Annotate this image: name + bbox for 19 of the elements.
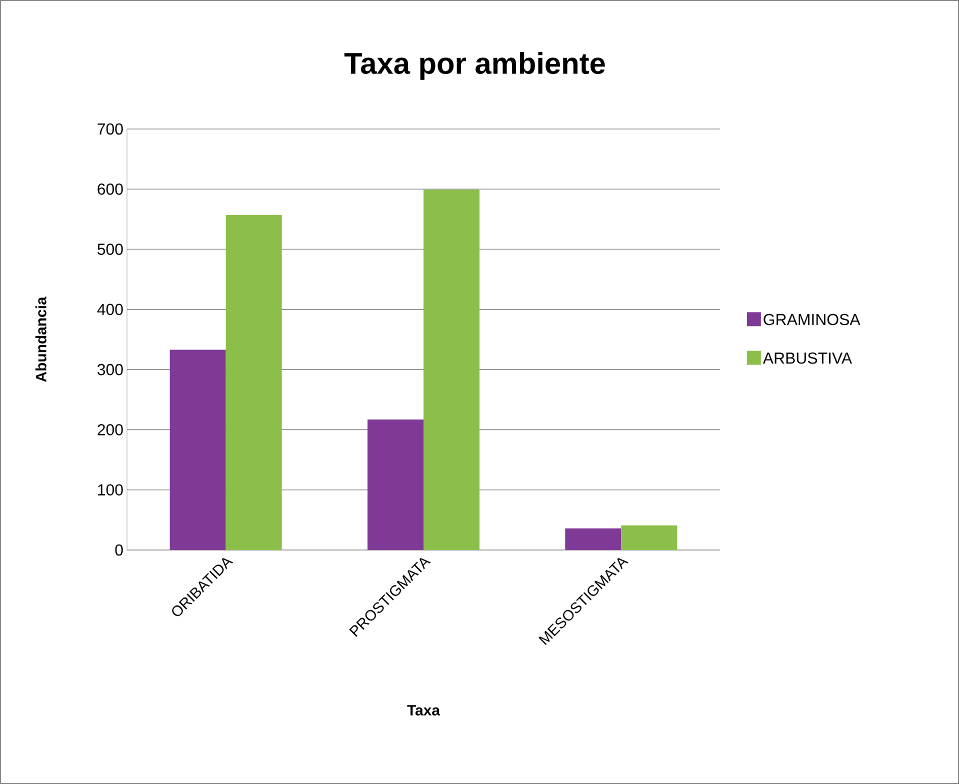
bar [424, 190, 480, 550]
chart-title: Taxa por ambiente [344, 52, 605, 80]
y-tick-label: 500 [98, 244, 123, 255]
bar [226, 215, 282, 550]
x-axis-title: Taxa [407, 705, 440, 716]
legend-label: ARBUSTIVA [762, 352, 852, 364]
y-tick-label: 0 [115, 544, 123, 556]
y-tick-label: 300 [97, 364, 123, 376]
y-tick-label: 600 [98, 184, 123, 195]
y-axis-title: Abundancia [35, 296, 46, 382]
bar [621, 525, 678, 550]
y-tick-label: 700 [98, 123, 123, 135]
y-tick-label: 100 [98, 484, 123, 496]
bar [368, 419, 424, 550]
y-tick-label: 400 [97, 304, 123, 316]
legend-label: GRAMINOSA [764, 314, 860, 326]
y-tick-label: 200 [98, 424, 123, 436]
bar [170, 350, 226, 550]
bar [565, 528, 622, 550]
